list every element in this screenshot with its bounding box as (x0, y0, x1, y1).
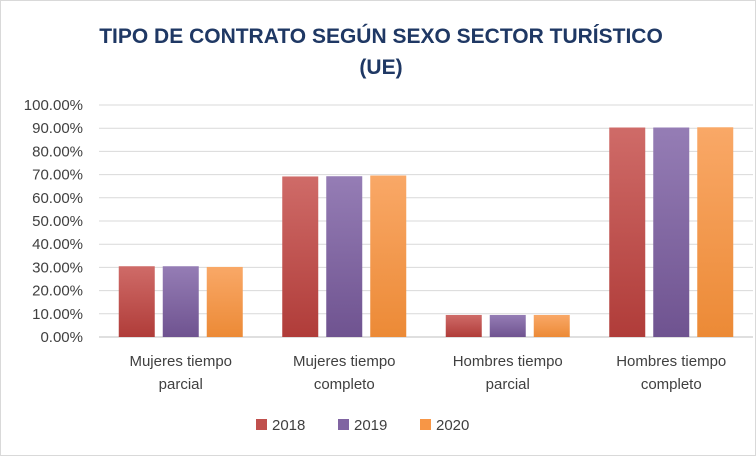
legend: 2018 2019 2020 (256, 417, 469, 434)
bar-2020-cat-3 (697, 127, 734, 337)
y-tick-label: 20.00% (32, 283, 83, 300)
bar-2018-cat-0 (118, 266, 155, 337)
x-axis-category-labels: Mujeres tiempo parcial Mujeres tiempo compl… (129, 353, 726, 393)
chart-title-line-1: TIPO DE CONTRATO SEGÚN SEXO SECTOR TURÍS… (99, 24, 663, 48)
category-label: Hombres tiempo (453, 353, 563, 370)
y-axis-tick-labels: 0.00% 10.00% 20.00% 30.00% 40.00% 50.00% 60.00… (24, 97, 83, 346)
bars (118, 127, 734, 337)
legend-label-2019: 2019 (354, 417, 387, 434)
legend-label-2020: 2020 (436, 417, 469, 434)
legend-swatch-2019 (338, 419, 349, 430)
legend-swatch-2018 (256, 419, 267, 430)
bar-2018-cat-2 (445, 314, 482, 337)
y-tick-label: 100.00% (24, 97, 83, 114)
y-tick-label: 10.00% (32, 306, 83, 323)
category-label: completo (314, 376, 375, 393)
bar-2018-cat-1 (282, 176, 319, 337)
bar-2019-cat-2 (489, 314, 526, 337)
bar-2019-cat-0 (162, 266, 199, 337)
category-label: Hombres tiempo (616, 353, 726, 370)
category-label: parcial (486, 376, 530, 393)
y-tick-label: 50.00% (32, 213, 83, 230)
category-label: Mujeres tiempo (293, 353, 396, 370)
y-tick-label: 40.00% (32, 236, 83, 253)
y-tick-label: 60.00% (32, 190, 83, 207)
bar-2020-cat-0 (206, 266, 243, 337)
bar-2019-cat-3 (653, 127, 690, 337)
bar-2020-cat-2 (533, 314, 570, 337)
y-tick-label: 0.00% (40, 329, 83, 346)
y-tick-label: 80.00% (32, 143, 83, 160)
y-tick-label: 90.00% (32, 120, 83, 137)
chart-title-line-2: (UE) (359, 56, 402, 79)
y-tick-label: 30.00% (32, 259, 83, 276)
category-label: completo (641, 376, 702, 393)
bar-2018-cat-3 (609, 127, 646, 337)
category-label: Mujeres tiempo (129, 353, 232, 370)
bar-2020-cat-1 (370, 175, 407, 337)
legend-swatch-2020 (420, 419, 431, 430)
category-label: parcial (159, 376, 203, 393)
legend-label-2018: 2018 (272, 417, 305, 434)
y-tick-label: 70.00% (32, 167, 83, 184)
bar-2019-cat-1 (326, 176, 363, 337)
